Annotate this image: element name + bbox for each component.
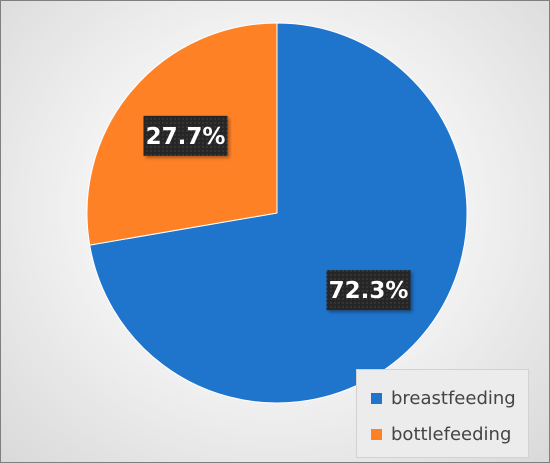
legend: breastfeeding bottlefeeding bbox=[356, 369, 529, 458]
data-label-text-bottlefeeding: 27.7% bbox=[146, 124, 226, 150]
data-label-box-breastfeeding bbox=[326, 270, 411, 311]
legend-entry-bottlefeeding: bottlefeeding bbox=[371, 424, 511, 445]
data-label-breastfeeding: 72.3% bbox=[326, 270, 411, 311]
legend-label-bottlefeeding: bottlefeeding bbox=[391, 424, 512, 445]
data-label-bottlefeeding: 27.7% bbox=[143, 115, 228, 156]
data-label-box-bottlefeeding bbox=[143, 115, 228, 156]
data-label-text-breastfeeding: 72.3% bbox=[329, 278, 409, 304]
legend-entry-breastfeeding: breastfeeding bbox=[371, 388, 516, 409]
legend-swatch-breastfeeding bbox=[371, 393, 382, 404]
legend-label-breastfeeding: breastfeeding bbox=[391, 388, 516, 409]
legend-swatch-bottlefeeding bbox=[371, 429, 382, 440]
